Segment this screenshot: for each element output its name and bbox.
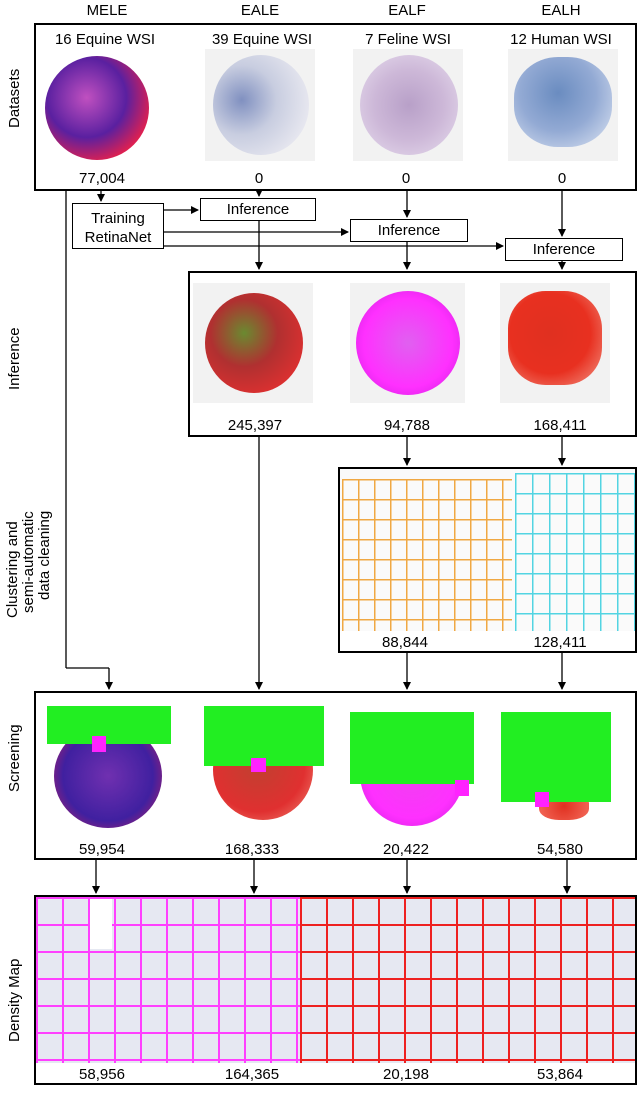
- dataset-label-ealf: 7 Feline WSI: [365, 31, 451, 48]
- density-count-ealh: 53,864: [537, 1066, 583, 1083]
- wsi-thumbnail-ealh: [508, 49, 618, 161]
- inference-thumbnail-ealf: [350, 283, 465, 403]
- screening-count-ealf: 20,422: [383, 841, 429, 858]
- inference-box-ealh: Inference: [505, 238, 623, 261]
- wsi-thumbnail-ealf: [353, 49, 463, 161]
- wsi-thumbnail-mele: [38, 53, 158, 161]
- screening-thumbnail-ealh: [499, 706, 625, 830]
- density-count-eale: 164,365: [224, 1066, 280, 1083]
- screening-thumbnail-mele: [45, 706, 171, 830]
- dataset-label-mele: 16 Equine WSI: [54, 31, 156, 48]
- density-count-mele: 58,956: [79, 1066, 125, 1083]
- screening-count-ealh: 54,580: [537, 841, 583, 858]
- training-label: Training: [91, 210, 145, 227]
- dataset-label-ealh: 12 Human WSI: [510, 31, 612, 48]
- density-grid-red: [300, 897, 635, 1063]
- inference-thumbnail-eale: [193, 283, 313, 403]
- clustering-count-ealf: 88,844: [382, 634, 428, 651]
- screening-magenta-patch-eale: [251, 758, 266, 772]
- screening-count-bar: [34, 839, 637, 860]
- screening-thumbnail-ealf: [350, 706, 476, 830]
- screening-green-region-mele: [47, 706, 171, 744]
- inference-count-eale: 245,397: [227, 417, 283, 434]
- inference-box-ealf: Inference: [350, 219, 468, 242]
- datasets-count-ealh: 0: [557, 170, 567, 187]
- density-count-bar: [34, 1063, 637, 1085]
- datasets-count-ealf: 0: [401, 170, 411, 187]
- screening-thumbnail-eale: [203, 706, 327, 830]
- datasets-count-eale: 0: [254, 170, 264, 187]
- screening-magenta-patch-mele: [92, 736, 106, 752]
- screening-count-mele: 59,954: [79, 841, 125, 858]
- retinanet-label: RetinaNet: [84, 229, 152, 246]
- inference-count-bar: [188, 415, 637, 437]
- inference-box-eale: Inference: [200, 198, 316, 221]
- datasets-count-bar: [34, 167, 637, 191]
- inference-count-ealh: 168,411: [533, 417, 587, 434]
- screening-green-region-ealh: [501, 712, 611, 802]
- screening-green-region-ealf: [350, 712, 474, 784]
- datasets-count-mele: 77,004: [79, 170, 125, 187]
- screening-magenta-patch-ealh: [535, 792, 549, 807]
- inference-count-ealf: 94,788: [384, 417, 430, 434]
- density-grid-magenta: [36, 897, 300, 1063]
- cluster-cells-cyan: [515, 473, 635, 631]
- training-retinanet-box: Training RetinaNet: [72, 203, 164, 249]
- screening-green-region-eale: [204, 706, 324, 766]
- density-map-panel: [34, 895, 637, 1065]
- column-header-ealh: EALH: [541, 2, 581, 19]
- screening-magenta-patch-ealf: [455, 780, 469, 796]
- density-blank-patch: [90, 899, 112, 949]
- wsi-thumbnail-eale: [205, 49, 315, 161]
- column-header-ealf: EALF: [388, 2, 426, 19]
- screening-count-eale: 168,333: [224, 841, 280, 858]
- clustering-count-bar: [338, 631, 637, 653]
- density-count-ealf: 20,198: [383, 1066, 429, 1083]
- cluster-cells-orange: [342, 479, 512, 631]
- column-header-mele: MELE: [86, 2, 128, 19]
- inference-thumbnail-ealh: [500, 283, 610, 403]
- dataset-label-eale: 39 Equine WSI: [211, 31, 313, 48]
- clustering-count-ealh: 128,411: [533, 634, 587, 651]
- column-header-eale: EALE: [240, 2, 280, 19]
- clustering-panel: [338, 467, 637, 633]
